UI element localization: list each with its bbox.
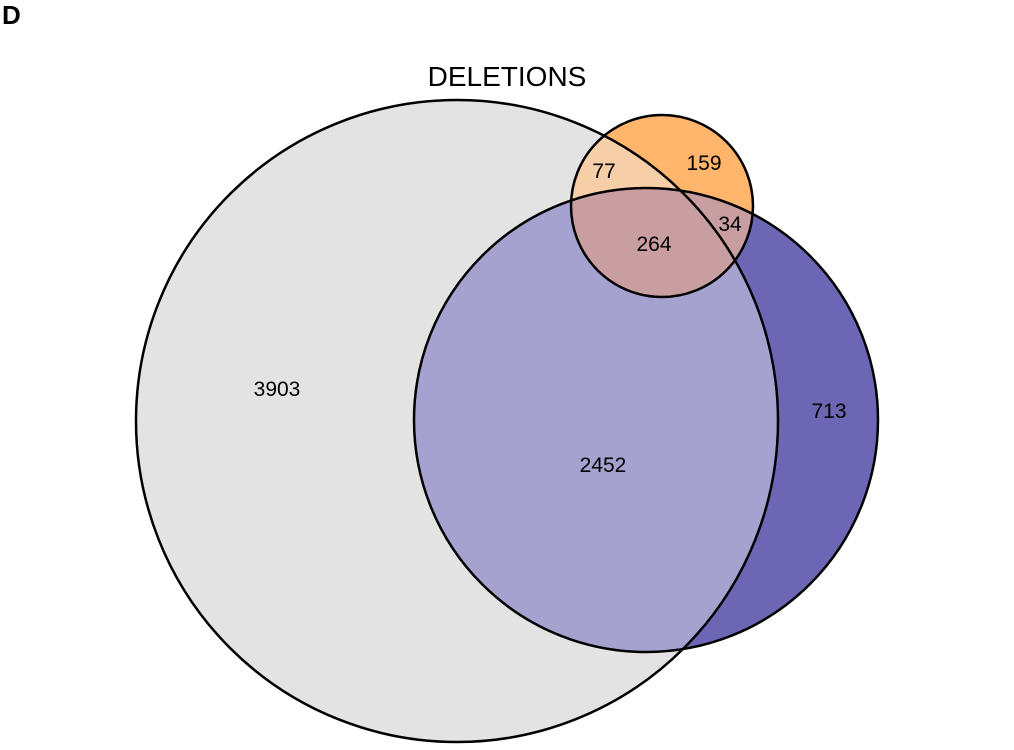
count-blue-only: 713 <box>811 400 846 423</box>
grey-set-outline <box>134 98 780 744</box>
count-blue-orange: 34 <box>718 213 742 236</box>
blue-set-outline <box>412 186 880 654</box>
diagram-title: DELETIONS <box>428 61 587 92</box>
orange-blue-overlap <box>571 188 753 297</box>
count-grey-only: 3903 <box>254 378 301 401</box>
count-grey-blue: 2452 <box>580 454 627 477</box>
panel-label: D <box>2 0 21 30</box>
count-all-three: 264 <box>636 233 671 256</box>
count-grey-orange: 77 <box>592 160 615 183</box>
count-orange-only: 159 <box>686 152 721 175</box>
orange-set-outline <box>569 113 755 299</box>
